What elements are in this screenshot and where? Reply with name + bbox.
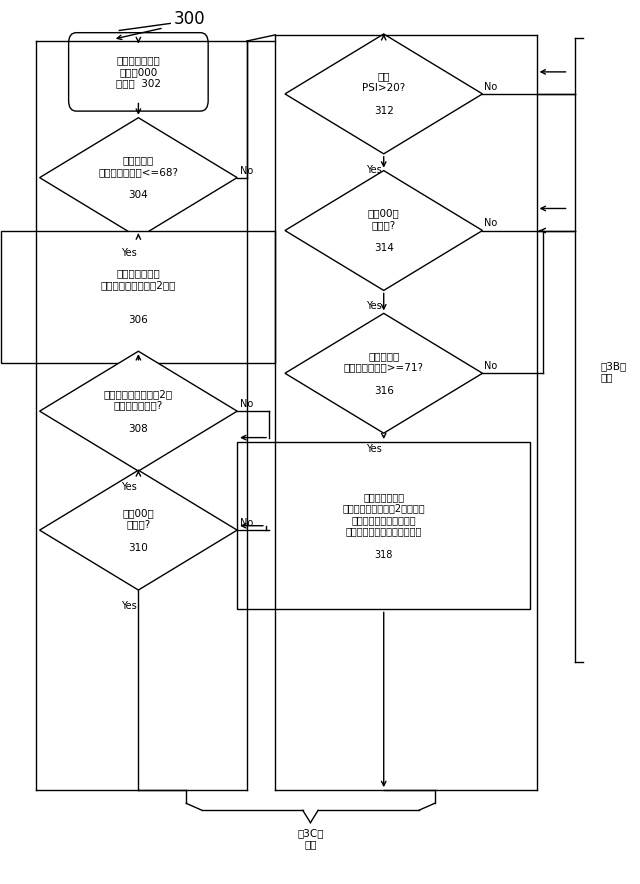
Polygon shape xyxy=(40,470,237,590)
Text: Yes: Yes xyxy=(121,482,137,492)
Polygon shape xyxy=(285,34,483,154)
Text: 井戸タンク
フィードバック<=68?

304: 井戸タンク フィードバック<=68? 304 xyxy=(99,156,179,200)
Text: Yes: Yes xyxy=(366,444,382,454)
Polygon shape xyxy=(285,313,483,433)
Text: 図3Bに
続く: 図3Bに 続く xyxy=(600,361,627,382)
Text: Yes: Yes xyxy=(366,301,382,311)
Text: No: No xyxy=(483,82,497,92)
Text: 入力00は
オンか?

314: 入力00は オンか? 314 xyxy=(368,208,399,253)
Text: 300: 300 xyxy=(173,10,205,28)
Text: 図3Cに
続く: 図3Cに 続く xyxy=(297,827,324,850)
Text: Yes: Yes xyxy=(121,601,137,611)
Text: No: No xyxy=(240,518,253,528)
Text: Yes: Yes xyxy=(366,164,382,175)
Text: No: No xyxy=(483,218,497,228)
Text: Yes: Yes xyxy=(121,248,137,258)
Text: No: No xyxy=(483,362,497,371)
Text: 背圧
PSI>20?

312: 背圧 PSI>20? 312 xyxy=(362,72,405,117)
Polygon shape xyxy=(40,118,237,238)
Polygon shape xyxy=(285,171,483,291)
Bar xyxy=(237,442,531,609)
FancyBboxPatch shape xyxy=(68,33,208,111)
Bar xyxy=(1,231,275,362)
Text: No: No xyxy=(240,165,253,176)
Text: 流れチェックタイマ2は
終わっているか?

308: 流れチェックタイマ2は 終わっているか? 308 xyxy=(104,389,173,433)
Text: 井戸ポンプ停止
流れチェックタイマ2リセット
井戸枯渇遅延タイマ始動
井戸抽出タイマ低位リセット

318: 井戸ポンプ停止 流れチェックタイマ2リセット 井戸枯渇遅延タイマ始動 井戸抽出タ… xyxy=(342,492,425,560)
Text: 井戸タンク
フィードバック>=71?

316: 井戸タンク フィードバック>=71? 316 xyxy=(344,351,424,396)
Text: 入力00は
オンか?

310: 入力00は オンか? 310 xyxy=(122,507,154,552)
Text: 井戸ポンプ作動
流れチェックタイマ2始動


306: 井戸ポンプ作動 流れチェックタイマ2始動 306 xyxy=(100,269,176,324)
Polygon shape xyxy=(40,351,237,471)
Text: 電源投入および
フラグ000
落とし  302: 電源投入および フラグ000 落とし 302 xyxy=(116,56,161,88)
Text: No: No xyxy=(240,399,253,409)
